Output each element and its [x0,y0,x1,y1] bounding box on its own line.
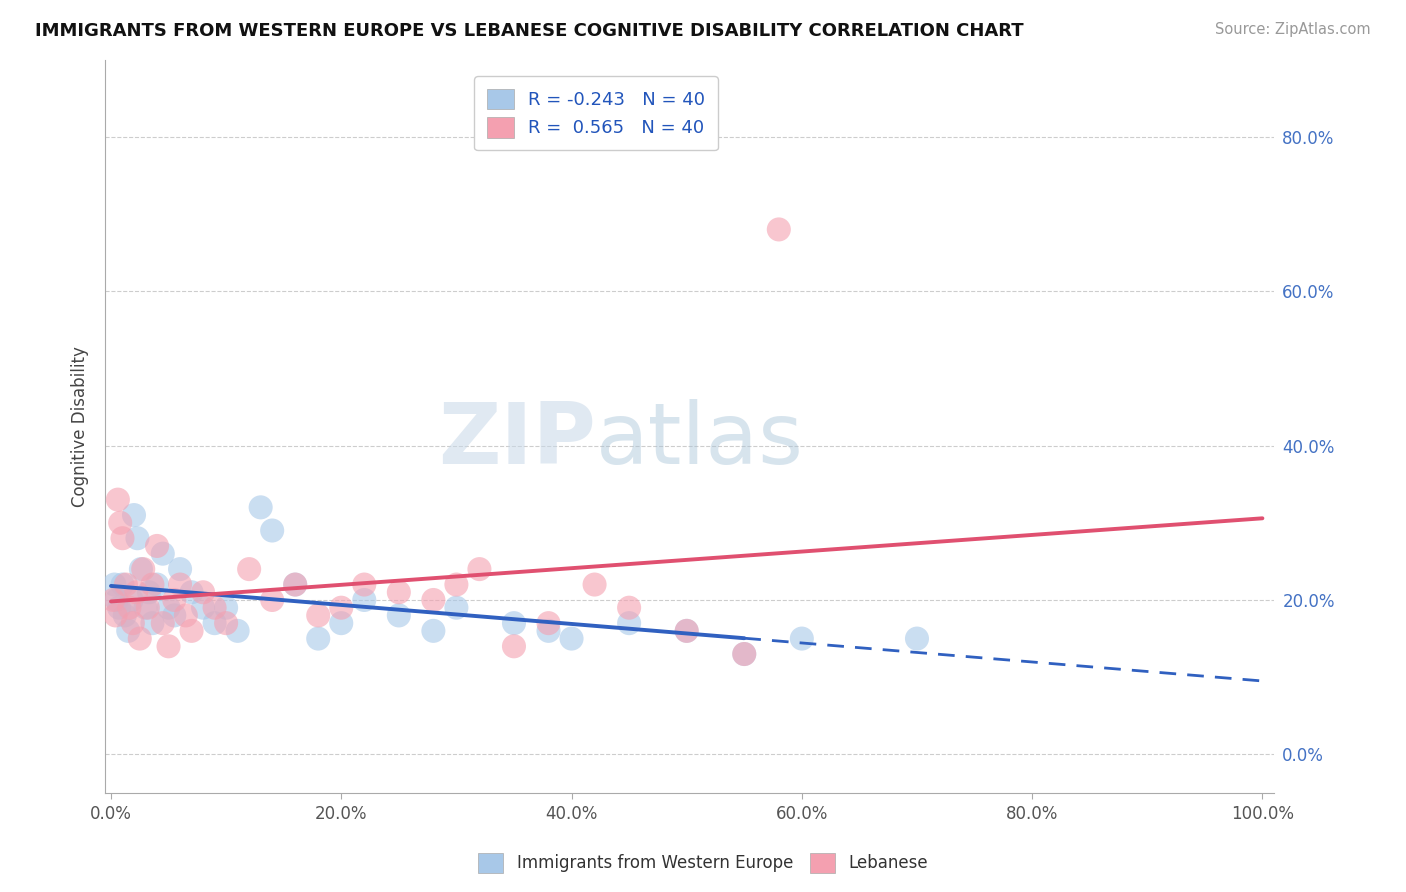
Point [446,600,468,615]
Point [330,616,353,631]
Point [136,600,159,615]
Point [157,600,180,615]
Legend: Immigrants from Western Europe, Lebanese: Immigrants from Western Europe, Lebanese [471,847,935,880]
Point [108,600,131,615]
Point [169,562,191,576]
Point [422,624,444,638]
Point [111,577,134,591]
Point [122,508,145,522]
Point [118,600,141,615]
Point [790,632,813,646]
Text: atlas: atlas [596,400,804,483]
Point [353,593,375,607]
Point [468,562,491,576]
Point [537,624,560,638]
Point [388,608,411,623]
Point [125,585,148,599]
Legend: R = -0.243   N = 40, R =  0.565   N = 40: R = -0.243 N = 40, R = 0.565 N = 40 [474,76,718,150]
Point [388,585,411,599]
Point [249,500,271,515]
Point [107,492,129,507]
Point [330,600,353,615]
Point [617,616,640,631]
Point [141,616,163,631]
Point [121,593,143,607]
Point [180,585,202,599]
Point [503,640,526,654]
Point [768,222,790,236]
Point [174,608,197,623]
Point [617,600,640,615]
Point [134,600,156,615]
Point [163,608,186,623]
Text: Source: ZipAtlas.com: Source: ZipAtlas.com [1215,22,1371,37]
Point [733,647,755,661]
Point [262,524,284,538]
Point [152,616,174,631]
Point [675,624,697,638]
Point [114,608,136,623]
Point [307,632,329,646]
Point [163,593,186,607]
Point [561,632,583,646]
Point [733,647,755,661]
Point [307,608,329,623]
Y-axis label: Cognitive Disability: Cognitive Disability [72,346,89,507]
Point [215,600,238,615]
Point [169,577,191,591]
Point [104,608,127,623]
Point [146,577,169,591]
Point [132,562,155,576]
Point [262,593,284,607]
Point [108,516,131,530]
Text: ZIP: ZIP [439,400,596,483]
Point [537,616,560,631]
Point [905,632,928,646]
Point [215,616,238,631]
Point [129,562,152,576]
Point [204,600,226,615]
Point [111,531,134,545]
Point [583,577,606,591]
Text: IMMIGRANTS FROM WESTERN EUROPE VS LEBANESE COGNITIVE DISABILITY CORRELATION CHAR: IMMIGRANTS FROM WESTERN EUROPE VS LEBANE… [35,22,1024,40]
Point [127,531,149,545]
Point [446,577,468,591]
Point [284,577,307,591]
Point [204,616,226,631]
Point [675,624,697,638]
Point [138,585,160,599]
Point [353,577,375,591]
Point [503,616,526,631]
Point [180,624,202,638]
Point [121,616,143,631]
Point [152,547,174,561]
Point [191,585,214,599]
Point [117,624,139,638]
Point [191,600,214,615]
Point [128,632,150,646]
Point [105,593,128,607]
Point [115,577,138,591]
Point [141,577,163,591]
Point [103,593,125,607]
Point [146,539,169,553]
Point [284,577,307,591]
Point [103,577,125,591]
Point [422,593,444,607]
Point [238,562,260,576]
Point [226,624,249,638]
Point [157,640,180,654]
